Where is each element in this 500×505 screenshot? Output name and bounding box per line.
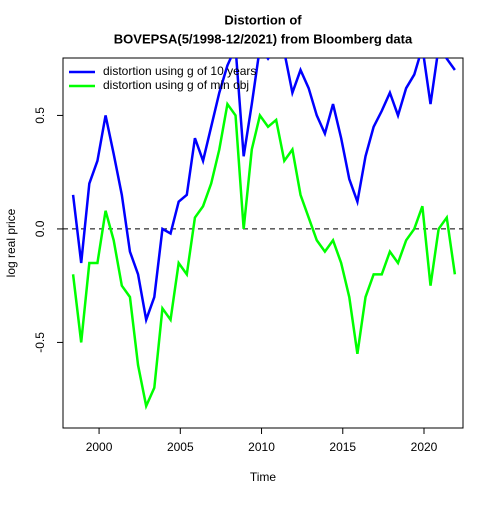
x-tick-label: 2000 bbox=[86, 440, 113, 454]
series-line bbox=[71, 58, 456, 325]
x-tick-label: 2005 bbox=[167, 440, 194, 454]
x-tick-label: 2015 bbox=[329, 440, 356, 454]
chart-title: Distortion of bbox=[224, 12, 302, 27]
y-tick-label: 0.5 bbox=[33, 107, 47, 124]
y-tick-label: -0.5 bbox=[33, 332, 47, 353]
series-line bbox=[71, 100, 457, 411]
x-tick-label: 2010 bbox=[248, 440, 275, 454]
chart-title: BOVEPSA(5/1998-12/2021) from Bloomberg d… bbox=[114, 31, 413, 46]
y-axis-label: log real price bbox=[4, 208, 18, 277]
x-axis-label: Time bbox=[250, 470, 277, 484]
x-tick-label: 2020 bbox=[411, 440, 438, 454]
legend-label: distortion using g of 10 years bbox=[103, 64, 256, 78]
legend-label: distortion using g of min obj bbox=[103, 78, 249, 92]
y-tick-label: 0.0 bbox=[33, 220, 47, 237]
plot-frame bbox=[62, 57, 464, 429]
